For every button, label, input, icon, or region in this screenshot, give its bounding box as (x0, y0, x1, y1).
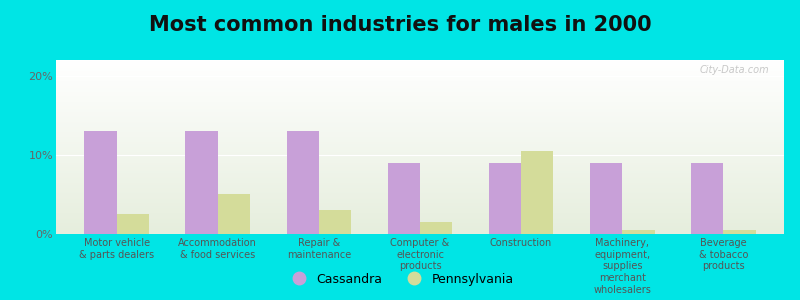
Bar (186, 131, 218, 234)
Bar (723, 230, 756, 234)
Bar (590, 163, 622, 234)
Bar (319, 210, 351, 234)
Bar (84, 131, 117, 234)
Text: City-Data.com: City-Data.com (700, 65, 770, 75)
Bar (388, 163, 420, 234)
Bar (521, 151, 554, 234)
Legend: Cassandra, Pennsylvania: Cassandra, Pennsylvania (282, 268, 518, 291)
Bar (420, 222, 452, 234)
Bar (117, 214, 149, 234)
Bar (489, 163, 521, 234)
Bar (286, 131, 319, 234)
Bar (622, 230, 654, 234)
Bar (691, 163, 723, 234)
Text: Most common industries for males in 2000: Most common industries for males in 2000 (149, 15, 651, 35)
Bar (218, 194, 250, 234)
